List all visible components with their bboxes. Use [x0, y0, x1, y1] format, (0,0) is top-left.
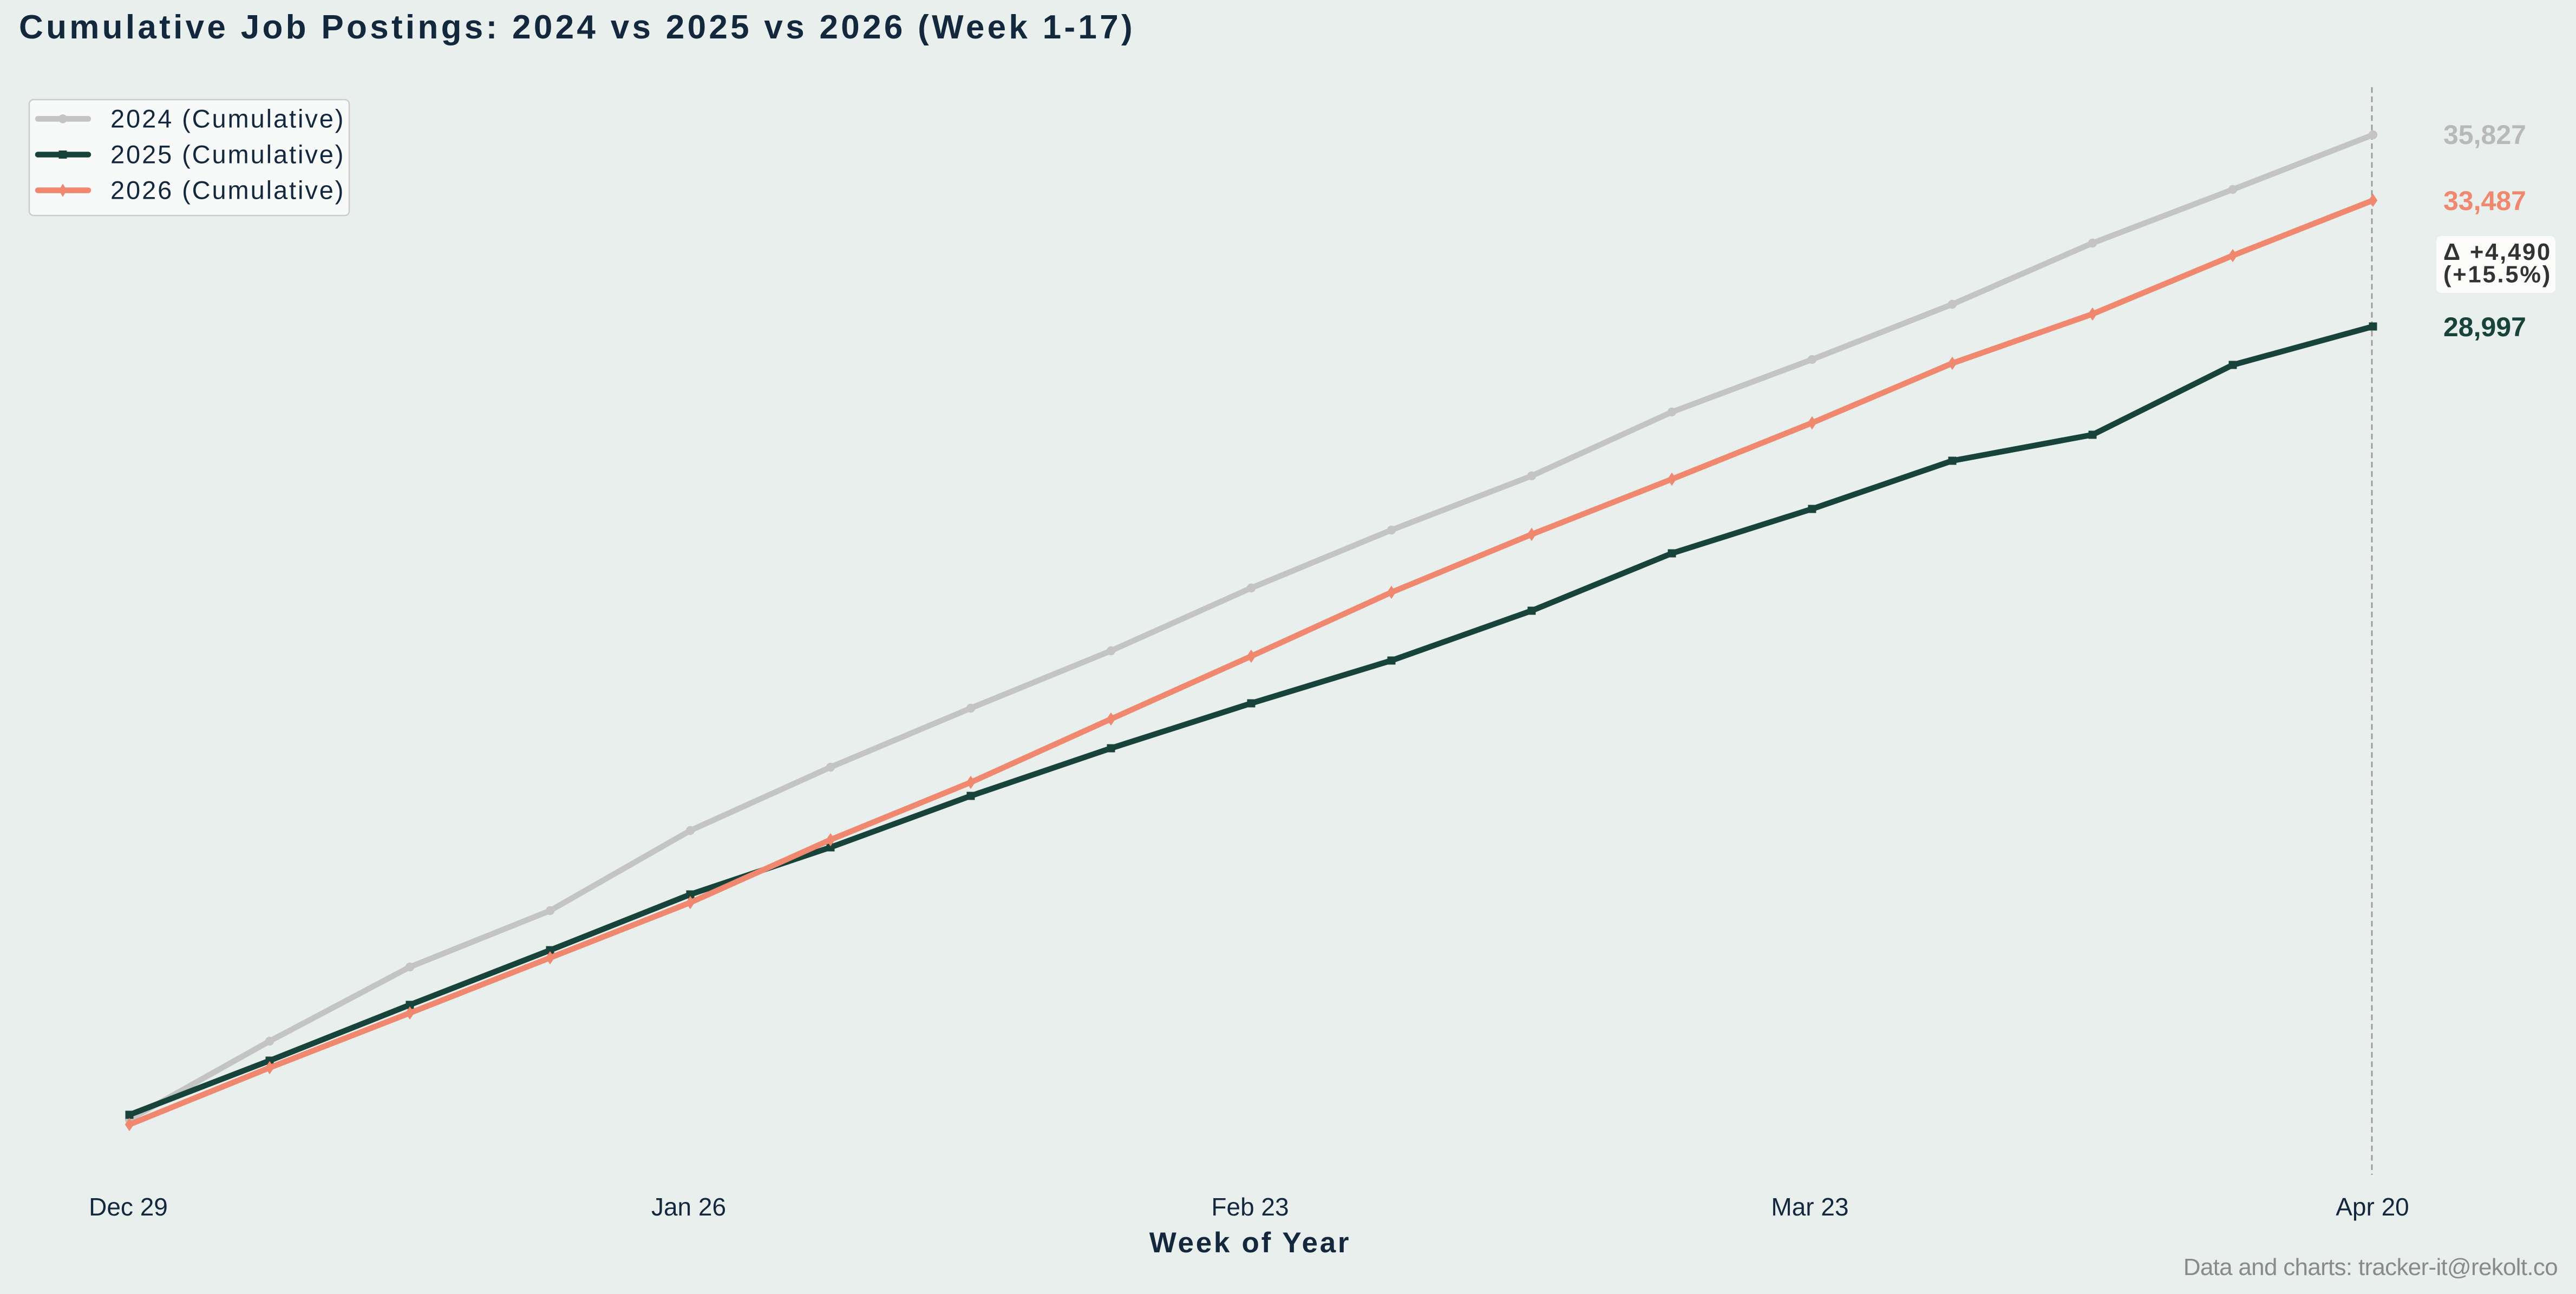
svg-text:Week of Year: Week of Year	[1149, 1227, 1351, 1259]
svg-text:Mar 23: Mar 23	[1771, 1193, 1848, 1221]
svg-text:Cumulative Job Postings: 2024: Cumulative Job Postings: 2024 vs 2025 vs…	[19, 9, 1135, 46]
svg-text:2026 (Cumulative): 2026 (Cumulative)	[110, 176, 345, 205]
svg-text:35,827: 35,827	[2443, 120, 2526, 150]
svg-text:2025 (Cumulative): 2025 (Cumulative)	[110, 140, 345, 169]
svg-text:Dec 29: Dec 29	[89, 1193, 168, 1221]
svg-text:Feb 23: Feb 23	[1211, 1193, 1289, 1221]
svg-text:Data and charts: tracker-it@re: Data and charts: tracker-it@rekolt.co	[2183, 1254, 2558, 1280]
svg-text:Δ +4,490: Δ +4,490	[2443, 239, 2552, 265]
svg-text:(+15.5%): (+15.5%)	[2443, 262, 2552, 288]
svg-text:2024 (Cumulative): 2024 (Cumulative)	[110, 104, 345, 133]
svg-text:Apr 20: Apr 20	[2336, 1193, 2409, 1221]
svg-text:33,487: 33,487	[2443, 186, 2526, 216]
svg-text:28,997: 28,997	[2443, 312, 2526, 342]
svg-text:Jan 26: Jan 26	[651, 1193, 726, 1221]
